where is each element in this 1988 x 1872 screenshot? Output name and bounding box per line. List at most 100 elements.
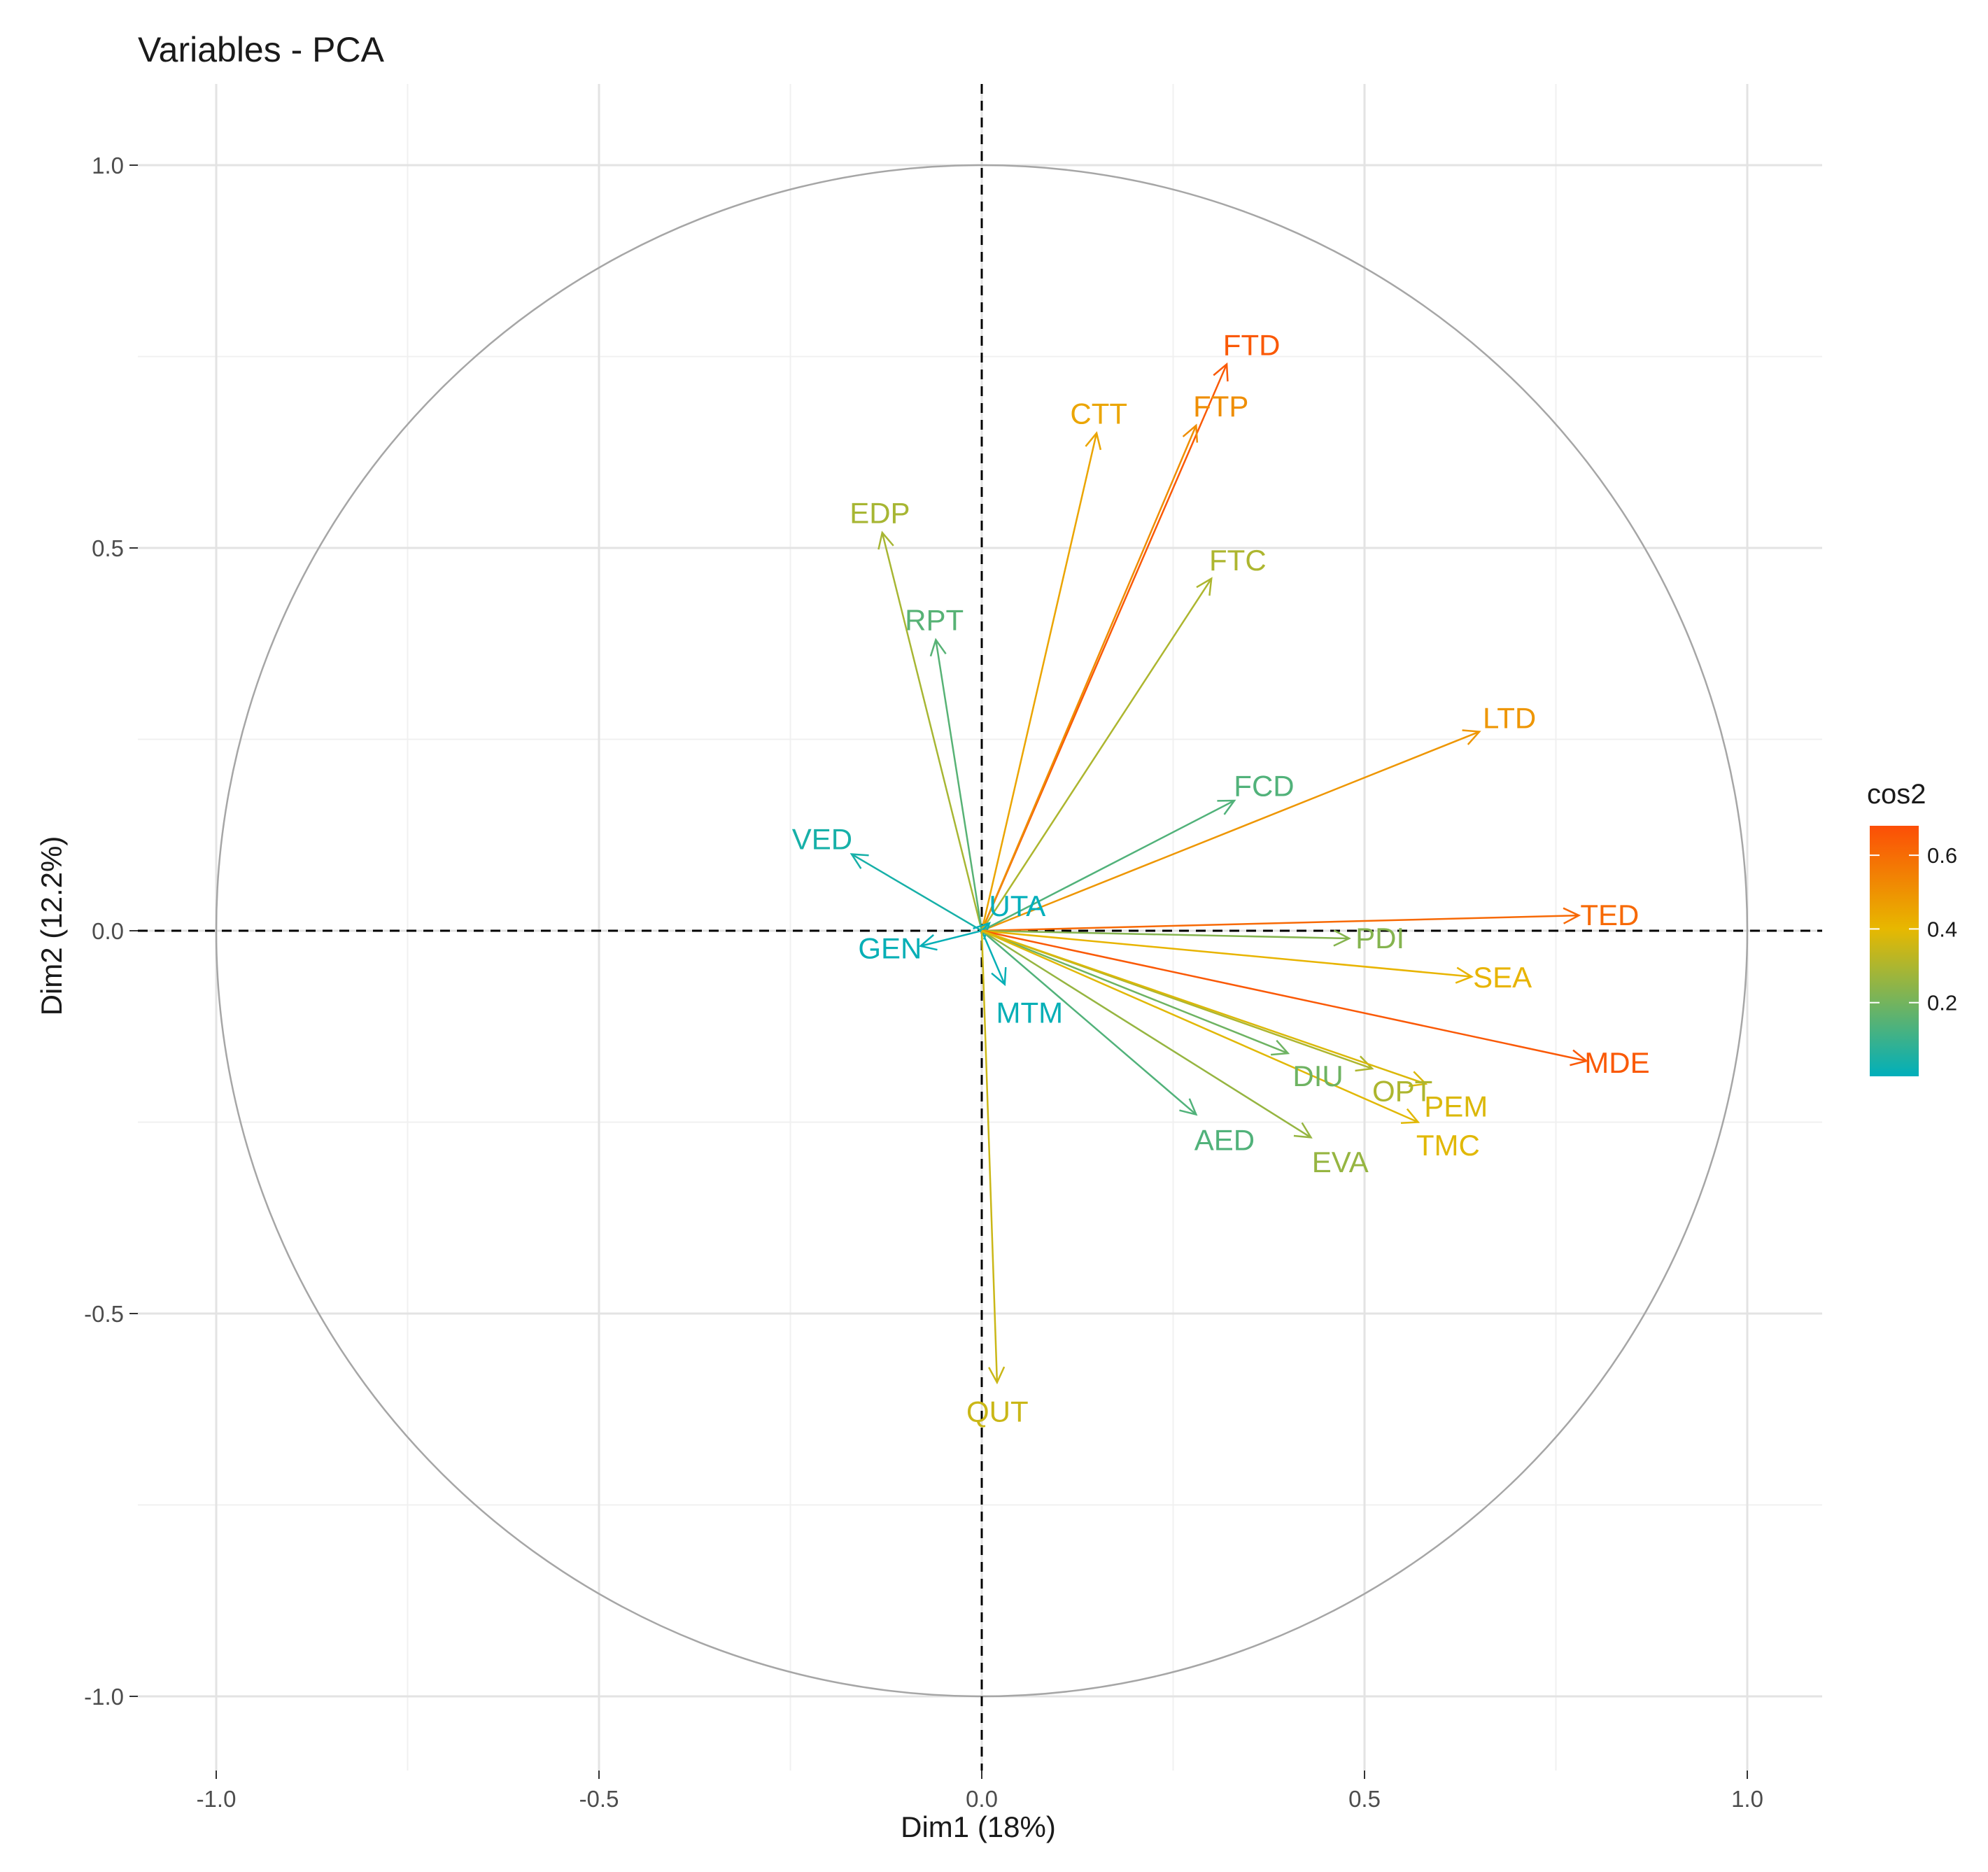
- arrow-head: [1293, 1122, 1313, 1139]
- label-edp: EDP: [850, 497, 910, 530]
- arrow-shaft: [981, 731, 1480, 932]
- legend: cos2 0.2 0.4 0.6: [1867, 779, 1957, 1076]
- label-ftp: FTP: [1193, 390, 1248, 423]
- x-tick-label: 0.5: [1348, 1786, 1381, 1812]
- arrow-head: [918, 934, 938, 951]
- arrow-shaft: [980, 930, 1006, 985]
- arrow-head: [1213, 362, 1229, 382]
- arrow-diu: [981, 929, 1290, 1056]
- x-axis-label: Dim1 (18%): [901, 1810, 1056, 1843]
- arrow-head: [877, 530, 894, 550]
- legend-tick-label: 0.2: [1927, 991, 1957, 1015]
- arrow-head: [1179, 1098, 1198, 1116]
- arrow-head: [1462, 729, 1481, 745]
- arrow-shaft: [981, 929, 1426, 1085]
- label-ftd: FTD: [1223, 329, 1281, 362]
- y-axis-label: Dim2 (12.2%): [35, 836, 68, 1016]
- label-rpt: RPT: [905, 603, 964, 636]
- label-ltd: LTD: [1483, 701, 1536, 734]
- arrow-shaft: [980, 930, 999, 1383]
- arrow-head: [1085, 431, 1102, 451]
- arrow-eva: [981, 929, 1313, 1139]
- arrow-shaft: [981, 929, 1312, 1139]
- arrow-head: [1196, 577, 1213, 596]
- arrow-gen: [918, 929, 982, 951]
- label-mde: MDE: [1584, 1046, 1649, 1079]
- arrow-rpt: [929, 638, 983, 931]
- arrow-head: [1333, 929, 1351, 947]
- x-tick-label: -1.0: [197, 1786, 237, 1812]
- label-ftc: FTC: [1209, 544, 1267, 577]
- legend-ticks: 0.2 0.4 0.6: [1870, 843, 1957, 1015]
- arrow-sea: [981, 929, 1474, 984]
- arrow-ctt: [980, 431, 1102, 931]
- arrow-shaft: [881, 532, 983, 931]
- label-opt: OPT: [1372, 1075, 1432, 1108]
- legend-tick-label: 0.6: [1927, 843, 1957, 868]
- x-tick-label: 0.0: [966, 1786, 998, 1812]
- label-fcd: FCD: [1234, 770, 1294, 803]
- arrow-tmc: [981, 929, 1420, 1124]
- arrow-ted: [981, 907, 1581, 932]
- label-pdi: PDI: [1355, 922, 1404, 955]
- arrow-head: [929, 638, 947, 657]
- arrow-head: [988, 1366, 1006, 1385]
- arrow-mde: [981, 929, 1588, 1067]
- label-uta: UTA: [989, 889, 1045, 922]
- arrow-shaft: [981, 929, 1587, 1062]
- arrow-ftc: [980, 577, 1213, 931]
- x-tick-label: 1.0: [1731, 1786, 1763, 1812]
- legend-colorbar: [1870, 826, 1919, 1076]
- arrow-head: [1182, 423, 1199, 443]
- label-qut: QUT: [966, 1395, 1029, 1428]
- arrow-head: [850, 853, 869, 869]
- arrow-edp: [877, 530, 983, 931]
- label-tmc: TMC: [1416, 1129, 1480, 1162]
- y-tick-label: -0.5: [84, 1301, 124, 1327]
- arrow-aed: [981, 930, 1198, 1116]
- arrow-shaft: [981, 929, 1350, 940]
- arrow-shaft: [851, 853, 982, 932]
- arrow-pem: [981, 929, 1428, 1088]
- variable-labels: FTD FTP CTT EDP FTC RPT LTD FCD VED UTA GEN MTM TED P…: [792, 329, 1650, 1428]
- arrow-head: [1400, 1108, 1420, 1124]
- label-diu: DIU: [1292, 1060, 1343, 1092]
- arrow-ved: [850, 853, 982, 932]
- arrow-shaft: [980, 425, 1197, 931]
- legend-tick-label: 0.4: [1927, 917, 1957, 941]
- arrow-shaft: [981, 930, 1197, 1116]
- arrow-fcd: [981, 799, 1236, 932]
- chart-title: Variables - PCA: [138, 30, 385, 69]
- arrow-head: [1270, 1039, 1290, 1056]
- label-aed: AED: [1194, 1124, 1255, 1157]
- variable-arrows: [850, 362, 1588, 1385]
- legend-title: cos2: [1867, 779, 1926, 810]
- arrow-head: [991, 966, 1007, 987]
- arrow-shaft: [980, 432, 1098, 931]
- arrow-head: [1570, 1049, 1588, 1067]
- arrow-pdi: [981, 929, 1351, 947]
- arrow-mtm: [980, 930, 1007, 987]
- axis-ticks: -1.0 -0.5 0.0 0.5 1.0 -1.0 -0.5 0.0 0.5 1.0: [84, 153, 1763, 1812]
- y-tick-label: 1.0: [92, 153, 124, 178]
- label-sea: SEA: [1473, 961, 1532, 994]
- y-tick-label: -1.0: [84, 1684, 124, 1710]
- label-ted: TED: [1580, 899, 1639, 931]
- arrow-head: [1217, 799, 1236, 815]
- label-mtm: MTM: [996, 996, 1064, 1029]
- arrow-ftp: [980, 423, 1199, 931]
- arrow-head: [1408, 1071, 1428, 1088]
- arrow-qut: [980, 930, 1006, 1385]
- label-eva: EVA: [1312, 1146, 1369, 1178]
- arrow-shaft: [981, 929, 1419, 1123]
- arrow-shaft: [981, 929, 1289, 1055]
- arrow-head: [1355, 1055, 1374, 1072]
- label-ctt: CTT: [1070, 397, 1127, 430]
- arrow-shaft: [981, 914, 1579, 932]
- x-tick-label: -0.5: [579, 1786, 619, 1812]
- y-tick-label: 0.0: [92, 918, 124, 944]
- arrow-shaft: [980, 578, 1213, 931]
- arrow-ltd: [981, 729, 1481, 932]
- arrow-head: [1563, 907, 1581, 924]
